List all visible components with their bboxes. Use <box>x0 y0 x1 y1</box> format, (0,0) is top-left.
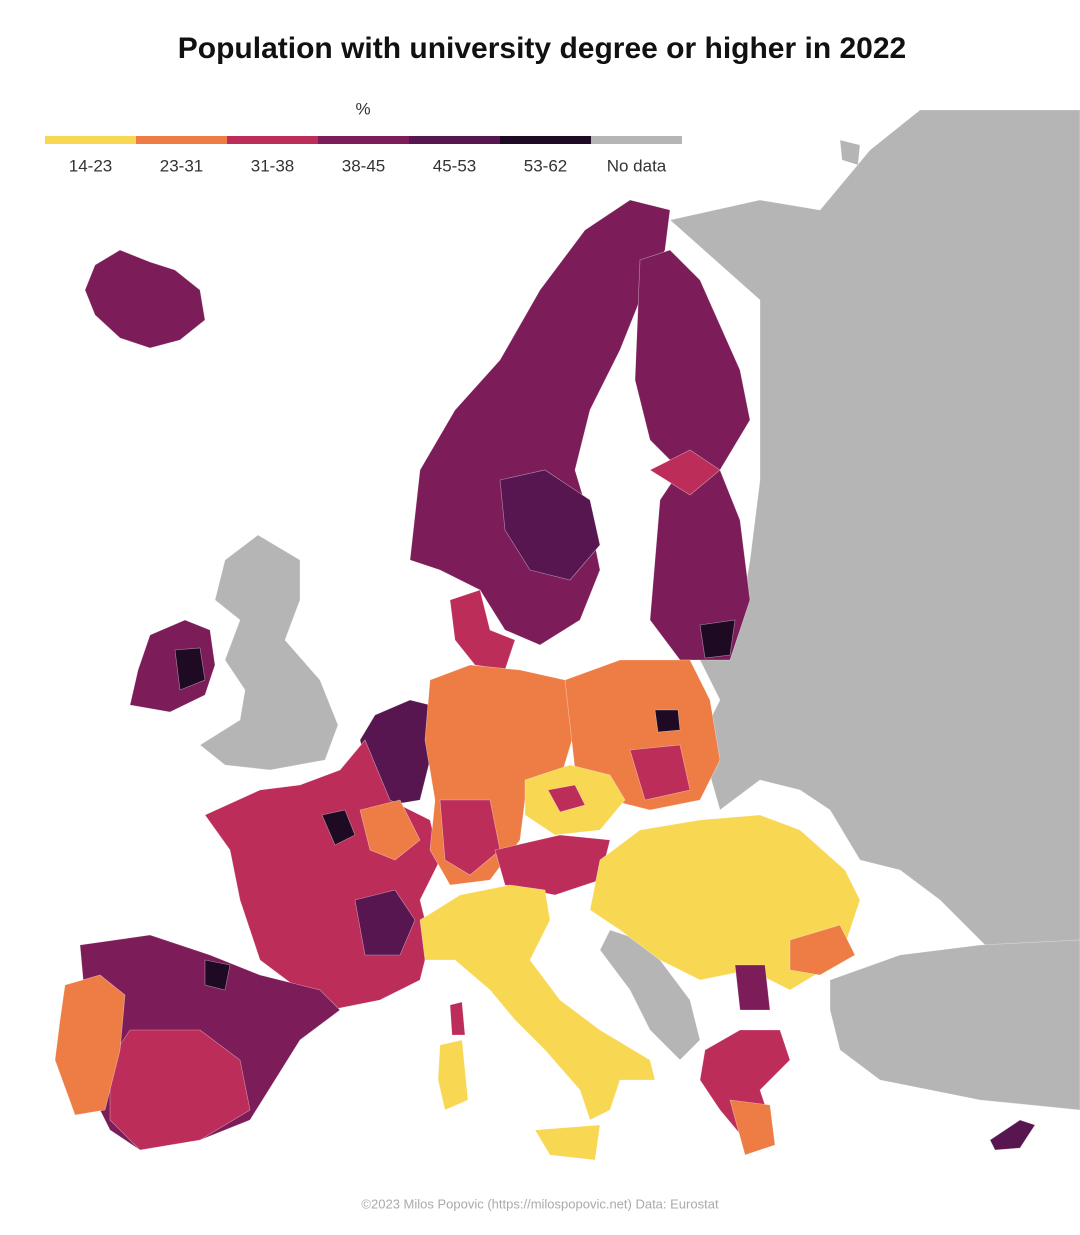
legend: 14-23 23-31 31-38 38-45 45-53 53-62 No data <box>45 136 682 175</box>
region-finland <box>649 449 721 496</box>
region-no-data <box>199 534 339 771</box>
region-finland <box>699 619 736 659</box>
credit: ©2023 Milos Popovic (https://milospopovi… <box>361 1196 719 1211</box>
region-no-data <box>829 939 1080 1111</box>
region-bulgaria <box>789 924 856 976</box>
region-france <box>359 799 421 861</box>
map <box>54 109 1080 1161</box>
region-corsica <box>449 1001 466 1036</box>
legend-unit: % <box>355 99 370 118</box>
region-sicily <box>534 1124 601 1161</box>
legend-label: 23-31 <box>160 156 203 175</box>
map-title: Population with university degree or hig… <box>178 32 906 65</box>
region-scandinavia <box>409 199 671 646</box>
region-denmark <box>449 589 516 671</box>
region-warsaw <box>654 709 681 733</box>
legend-label: 38-45 <box>342 156 385 175</box>
region-germany <box>439 799 501 876</box>
region-ireland <box>174 647 206 691</box>
legend-swatch <box>136 136 227 144</box>
legend-label: 53-62 <box>524 156 567 175</box>
region-poland <box>629 744 691 801</box>
region-iceland <box>84 249 206 349</box>
region-balkans <box>734 964 771 1011</box>
region-portugal <box>54 974 126 1116</box>
legend-label: No data <box>607 156 667 175</box>
region-greece <box>729 1099 776 1156</box>
legend-swatch <box>500 136 591 144</box>
legend-swatch <box>318 136 409 144</box>
legend-swatch <box>45 136 136 144</box>
legend-label: 31-38 <box>251 156 294 175</box>
region-italy <box>419 884 656 1121</box>
region-paris <box>321 809 356 846</box>
region-sardinia <box>437 1039 469 1111</box>
legend-label: 14-23 <box>69 156 112 175</box>
region-france <box>354 889 416 956</box>
legend-swatch <box>227 136 318 144</box>
region-ireland <box>129 619 216 713</box>
legend-label: 45-53 <box>433 156 476 175</box>
region-prague <box>547 784 586 813</box>
legend-swatch <box>409 136 500 144</box>
region-scandinavia <box>499 469 601 581</box>
legend-swatch <box>591 136 682 144</box>
region-no-data <box>839 139 861 166</box>
region-madrid <box>204 959 231 991</box>
region-cyprus <box>989 1119 1036 1151</box>
